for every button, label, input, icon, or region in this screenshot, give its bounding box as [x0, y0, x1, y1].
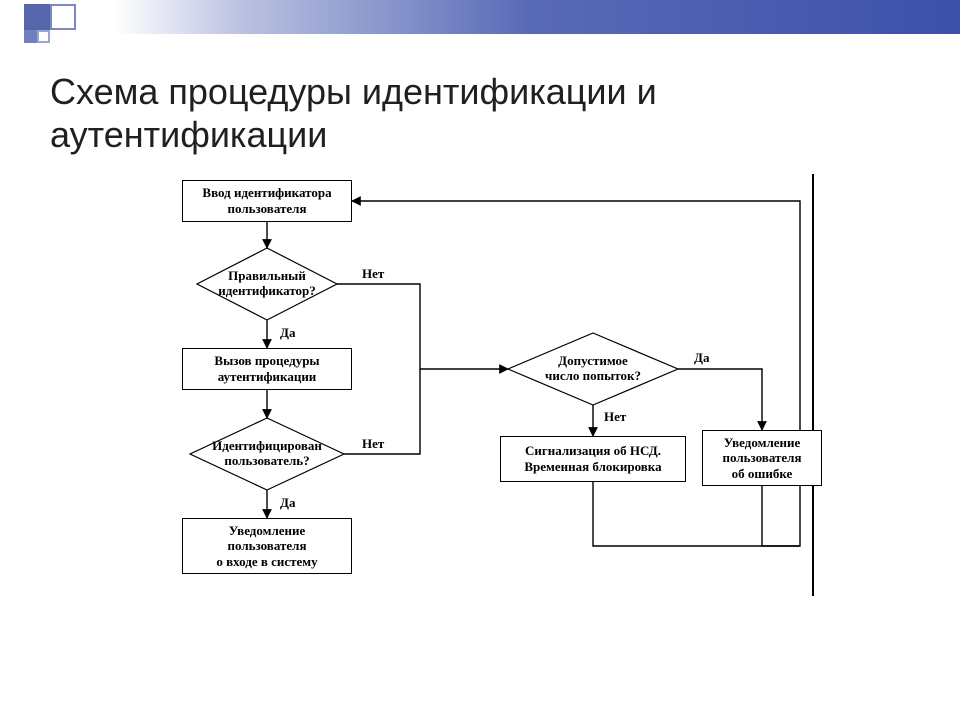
flowchart-canvas: Ввод идентификаторапользователя Вызов пр… [0, 0, 960, 720]
decision-attempts-ok: Допустимоечисло попыток? [508, 333, 678, 405]
node-call-auth: Вызов процедурыаутентификации [182, 348, 352, 390]
edge-label-d2-no: Нет [362, 436, 384, 452]
edge-label-d1-no: Нет [362, 266, 384, 282]
edge-label-d3-no: Нет [604, 409, 626, 425]
node-notify-error: Уведомлениепользователяоб ошибке [702, 430, 822, 486]
edge-label-d1-yes: Да [280, 325, 295, 341]
node-alert-block: Сигнализация об НСД.Временная блокировка [500, 436, 686, 482]
node-notify-login: Уведомлениепользователяо входе в систему [182, 518, 352, 574]
edge-label-d2-yes: Да [280, 495, 295, 511]
edge-label-d3-yes: Да [694, 350, 709, 366]
decision-user-identified: Идентифицированпользователь? [190, 418, 344, 490]
decision-valid-id: Правильныйидентификатор? [197, 248, 337, 320]
flowchart-edges [0, 0, 960, 720]
node-input-id: Ввод идентификаторапользователя [182, 180, 352, 222]
